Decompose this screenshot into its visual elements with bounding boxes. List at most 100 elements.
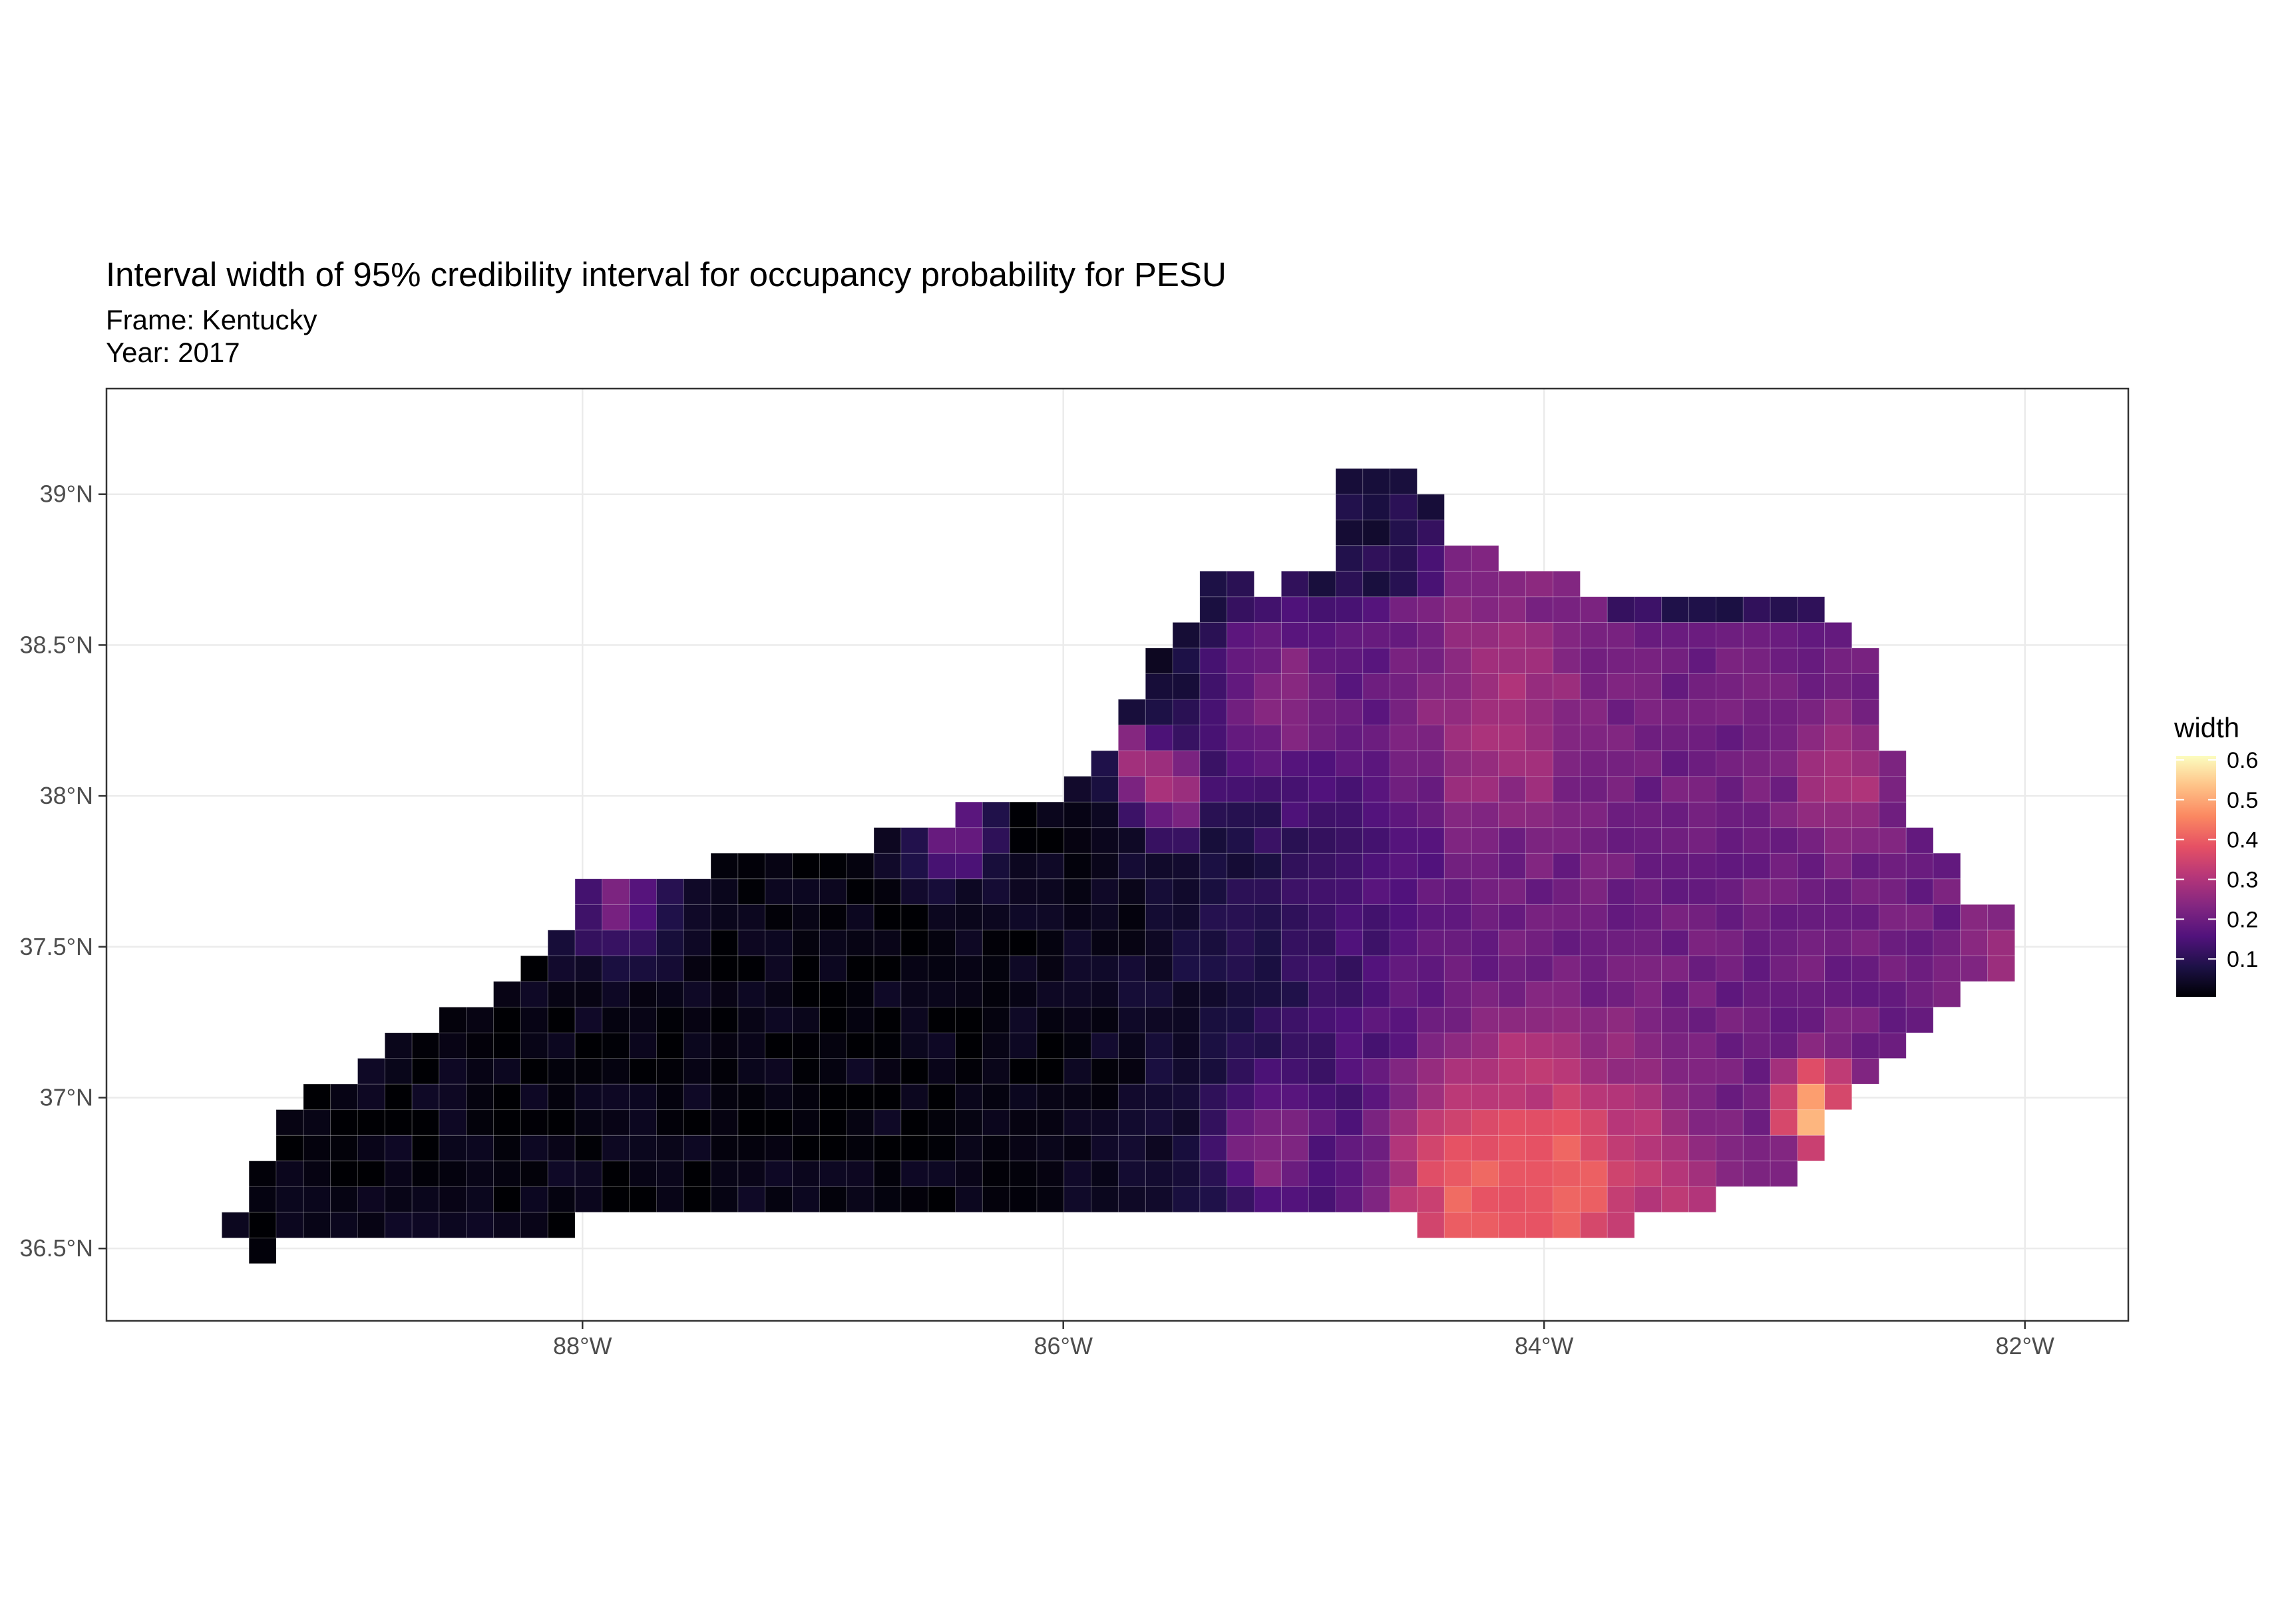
heatmap-cell — [1117, 1083, 1146, 1111]
heatmap-cell — [819, 1058, 847, 1085]
heatmap-cell — [1688, 981, 1716, 1007]
heatmap-cell — [520, 1109, 548, 1136]
heatmap-cell — [1742, 827, 1771, 854]
heatmap-cell — [846, 930, 874, 956]
heatmap-cell — [1362, 955, 1391, 982]
heatmap-cell — [955, 1135, 983, 1162]
heatmap-cell — [1824, 622, 1853, 649]
heatmap-cell — [1063, 1186, 1092, 1213]
heatmap-cell — [1145, 930, 1173, 956]
heatmap-cell — [1525, 1186, 1553, 1213]
heatmap-cell — [982, 981, 1010, 1007]
heatmap-cell — [1770, 1083, 1798, 1111]
heatmap-cell — [1797, 725, 1825, 751]
heatmap-cell — [1063, 1161, 1092, 1187]
heatmap-cell — [1742, 647, 1771, 674]
heatmap-cell — [1172, 673, 1201, 700]
heatmap-cell — [1117, 1109, 1146, 1136]
heatmap-cell — [1335, 801, 1364, 828]
heatmap-cell — [1227, 1135, 1254, 1162]
heatmap-cell — [710, 1058, 739, 1085]
heatmap-cell — [1878, 981, 1907, 1007]
heatmap-cell — [1254, 1109, 1282, 1136]
heatmap-cell — [1172, 878, 1201, 905]
heatmap-cell — [1254, 930, 1282, 956]
heatmap-cell — [1443, 801, 1472, 828]
heatmap-cell — [1797, 750, 1825, 777]
heatmap-cell — [737, 878, 766, 905]
heatmap-cell — [737, 1161, 766, 1187]
heatmap-cell — [1742, 930, 1771, 956]
heatmap-cell — [1553, 596, 1581, 623]
heatmap-cell — [1742, 776, 1771, 803]
heatmap-cell — [629, 930, 658, 956]
heatmap-cell — [1498, 878, 1527, 905]
heatmap-cell — [1036, 827, 1065, 854]
heatmap-cell — [656, 955, 684, 982]
heatmap-cell — [765, 852, 793, 880]
heatmap-cell — [1688, 1058, 1716, 1085]
heatmap-cell — [547, 1186, 576, 1213]
heatmap-cell — [1525, 1212, 1553, 1238]
heatmap-cell — [1471, 545, 1499, 572]
heatmap-cell — [1199, 1109, 1228, 1136]
heatmap-cell — [1390, 545, 1418, 572]
heatmap-cell — [1390, 981, 1418, 1007]
heatmap-cell — [1851, 981, 1879, 1007]
heatmap-cell — [1498, 955, 1527, 982]
heatmap-cell — [1661, 776, 1690, 803]
heatmap-cell — [1308, 1058, 1336, 1085]
heatmap-cell — [1091, 930, 1119, 956]
heatmap-cell — [1362, 468, 1391, 495]
heatmap-cell — [1471, 1058, 1499, 1085]
heatmap-cell — [1933, 981, 1961, 1007]
heatmap-cell — [873, 852, 902, 880]
heatmap-cell — [1417, 519, 1445, 546]
heatmap-cell — [1553, 981, 1581, 1007]
heatmap-cell — [1878, 955, 1907, 982]
heatmap-cell — [1117, 852, 1146, 880]
heatmap-cell — [1525, 904, 1553, 931]
heatmap-cell — [1498, 1032, 1527, 1059]
heatmap-cell — [1199, 1186, 1228, 1213]
heatmap-cell — [1390, 750, 1418, 777]
heatmap-cell — [330, 1083, 359, 1111]
heatmap-cell — [1661, 1135, 1690, 1162]
heatmap-cell — [1716, 750, 1744, 777]
heatmap-cell — [683, 1032, 711, 1059]
heatmap-cell — [1525, 1058, 1553, 1085]
heatmap-cell — [1607, 673, 1635, 700]
heatmap-cell — [765, 1083, 793, 1111]
heatmap-cell — [1579, 1058, 1608, 1085]
heatmap-cell — [1525, 725, 1553, 751]
heatmap-cell — [1471, 1186, 1499, 1213]
heatmap-cell — [1770, 750, 1798, 777]
heatmap-cell — [1145, 647, 1173, 674]
heatmap-cell — [1607, 622, 1635, 649]
heatmap-cell — [1634, 1135, 1662, 1162]
heatmap-cell — [411, 1032, 440, 1059]
heatmap-cell — [1878, 878, 1907, 905]
heatmap-cell — [792, 852, 820, 880]
heatmap-cell — [1254, 622, 1282, 649]
heatmap-cell — [1471, 955, 1499, 982]
heatmap-cell — [1688, 852, 1716, 880]
heatmap-cell — [1498, 1109, 1527, 1136]
heatmap-cell — [1227, 1109, 1254, 1136]
heatmap-cell — [928, 1058, 956, 1085]
heatmap-cell — [1417, 955, 1445, 982]
heatmap-cell — [602, 904, 630, 931]
heatmap-cell — [1335, 699, 1364, 725]
heatmap-cell — [574, 1135, 603, 1162]
heatmap-cell — [1063, 955, 1092, 982]
heatmap-cell — [1525, 1109, 1553, 1136]
heatmap-cell — [1634, 827, 1662, 854]
heatmap-cell — [1770, 622, 1798, 649]
heatmap-cell — [1716, 981, 1744, 1007]
heatmap-cell — [792, 1109, 820, 1136]
heatmap-cell — [493, 1083, 521, 1111]
heatmap-cell — [357, 1212, 385, 1238]
heatmap-cell — [1335, 494, 1364, 520]
heatmap-cell — [1280, 673, 1309, 700]
heatmap-cell — [1172, 647, 1201, 674]
